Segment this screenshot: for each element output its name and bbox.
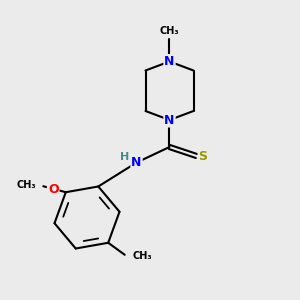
- Text: N: N: [164, 113, 175, 127]
- Text: CH₃: CH₃: [16, 180, 36, 190]
- Text: CH₃: CH₃: [160, 26, 179, 37]
- Text: O: O: [48, 183, 58, 196]
- Text: CH₃: CH₃: [132, 251, 152, 261]
- Text: S: S: [199, 149, 208, 163]
- Text: N: N: [164, 55, 175, 68]
- Text: H: H: [121, 152, 130, 162]
- Text: N: N: [131, 156, 142, 169]
